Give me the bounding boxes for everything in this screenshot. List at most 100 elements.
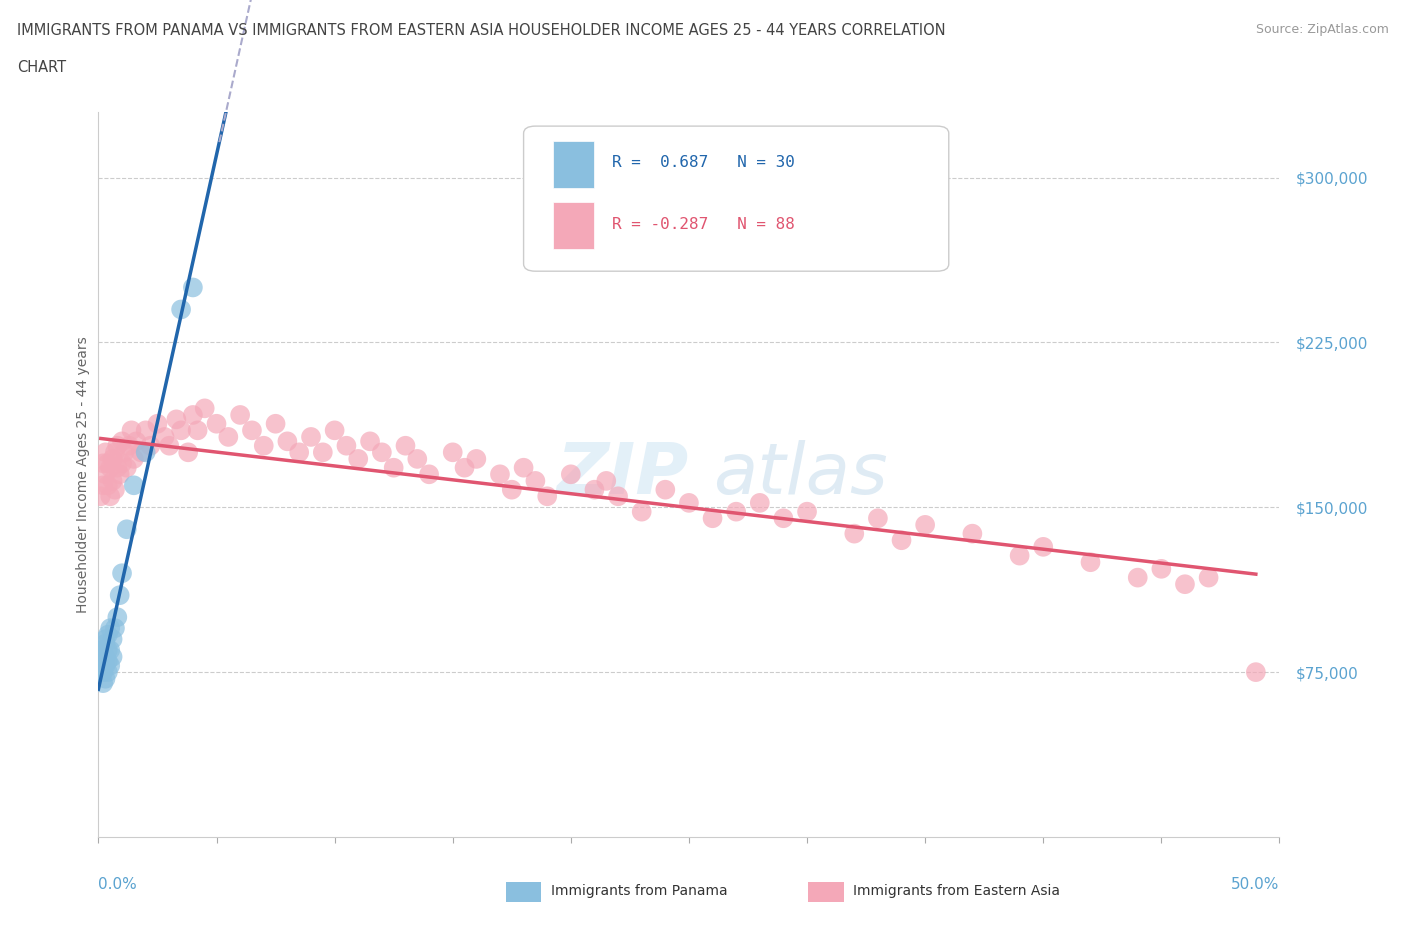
Point — [146, 417, 169, 432]
Point — [165, 412, 187, 427]
Point — [866, 511, 889, 525]
Point — [97, 654, 120, 669]
Text: Source: ZipAtlas.com: Source: ZipAtlas.com — [1256, 23, 1389, 36]
Point — [101, 649, 124, 664]
Point — [91, 654, 114, 669]
Point — [607, 489, 630, 504]
Point — [91, 665, 114, 680]
Point — [240, 423, 263, 438]
Point — [105, 610, 128, 625]
Point — [702, 511, 724, 525]
Point — [90, 643, 112, 658]
Point — [323, 423, 346, 438]
Text: CHART: CHART — [17, 60, 66, 75]
Point — [97, 665, 120, 680]
Point — [536, 489, 558, 504]
Point — [125, 434, 148, 449]
Point — [1150, 562, 1173, 577]
Point — [170, 423, 193, 438]
Point — [347, 451, 370, 466]
Point — [512, 460, 534, 475]
Text: ZIP: ZIP — [557, 440, 689, 509]
Point — [111, 565, 134, 580]
Text: 50.0%: 50.0% — [1232, 877, 1279, 892]
Point — [135, 423, 157, 438]
Point — [418, 467, 440, 482]
FancyBboxPatch shape — [523, 126, 949, 272]
Point — [115, 460, 138, 475]
Point — [962, 526, 984, 541]
Point — [394, 438, 416, 453]
Point — [111, 434, 134, 449]
Point — [104, 483, 127, 498]
Point — [170, 302, 193, 317]
Point — [1080, 555, 1102, 570]
Point — [91, 643, 114, 658]
Point — [465, 451, 488, 466]
Point — [748, 496, 770, 511]
Point — [121, 423, 143, 438]
Point — [489, 467, 512, 482]
Point — [406, 451, 429, 466]
Bar — [553, 203, 595, 249]
Point — [276, 434, 298, 449]
Point — [153, 430, 176, 445]
Point — [359, 434, 381, 449]
Point — [772, 511, 794, 525]
Point — [91, 478, 114, 493]
Point — [382, 460, 405, 475]
Point — [98, 643, 121, 658]
Point — [97, 456, 120, 471]
Point — [312, 445, 335, 459]
Point — [105, 438, 128, 453]
Point — [187, 423, 209, 438]
Point — [583, 483, 606, 498]
Point — [104, 620, 127, 635]
Point — [205, 417, 228, 432]
Point — [796, 504, 818, 519]
Point — [98, 460, 121, 475]
Point — [97, 478, 120, 493]
Point — [595, 473, 617, 488]
Point — [112, 445, 135, 459]
Point — [98, 620, 121, 635]
Point — [101, 451, 124, 466]
Point — [181, 280, 204, 295]
Point — [229, 407, 252, 422]
Point — [115, 522, 138, 537]
Point — [194, 401, 217, 416]
Point — [108, 588, 131, 603]
Point — [97, 628, 120, 643]
Point — [217, 430, 239, 445]
Point — [654, 483, 676, 498]
Point — [1008, 548, 1031, 563]
Point — [90, 489, 112, 504]
Point — [122, 478, 145, 493]
Point — [441, 445, 464, 459]
Point — [1244, 665, 1267, 680]
Point — [181, 407, 204, 422]
Point — [122, 451, 145, 466]
Point — [1174, 577, 1197, 591]
Point — [264, 417, 287, 432]
Y-axis label: Householder Income Ages 25 - 44 years: Householder Income Ages 25 - 44 years — [76, 336, 90, 613]
Point — [101, 473, 124, 488]
Point — [94, 671, 117, 686]
Point — [108, 467, 131, 482]
Point — [118, 438, 141, 453]
Point — [94, 631, 117, 646]
Point — [371, 445, 394, 459]
Point — [90, 654, 112, 669]
Point — [288, 445, 311, 459]
Text: atlas: atlas — [713, 440, 887, 509]
Point — [94, 445, 117, 459]
Point — [94, 658, 117, 673]
Point — [94, 649, 117, 664]
Text: IMMIGRANTS FROM PANAMA VS IMMIGRANTS FROM EASTERN ASIA HOUSEHOLDER INCOME AGES 2: IMMIGRANTS FROM PANAMA VS IMMIGRANTS FRO… — [17, 23, 945, 38]
Point — [101, 631, 124, 646]
Point — [299, 430, 322, 445]
Point — [105, 460, 128, 475]
Point — [157, 438, 180, 453]
Point — [98, 658, 121, 673]
Point — [135, 445, 157, 459]
